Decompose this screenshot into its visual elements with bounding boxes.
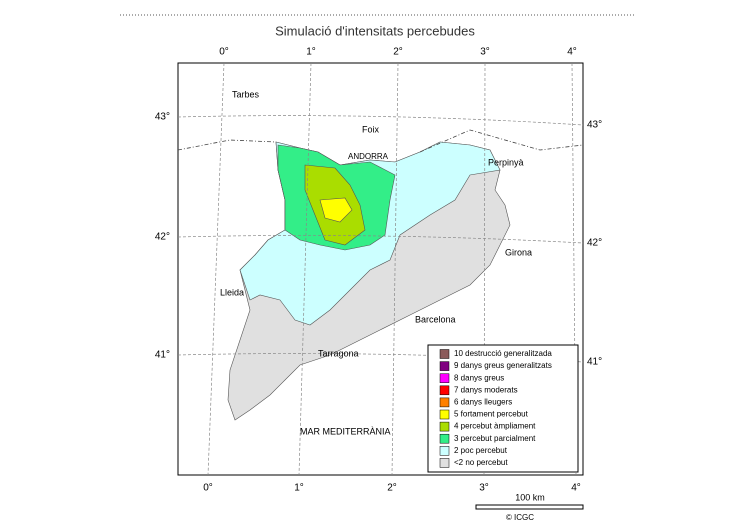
legend-swatch (439, 433, 450, 444)
legend-label: 3 percebut parcialment (454, 434, 536, 443)
place-label: Tarragona (318, 348, 359, 358)
legend (427, 344, 579, 473)
legend-swatch (439, 373, 450, 383)
axis-label: 43° (587, 120, 602, 131)
legend-swatch (439, 349, 450, 359)
legend-swatch (439, 409, 450, 420)
axis-label: 42° (155, 232, 170, 243)
place-label: Perpinyà (488, 157, 524, 167)
place-label: Foix (362, 124, 380, 134)
axis-label: 3° (480, 47, 490, 58)
legend-swatch (439, 446, 450, 456)
legend-label: <2 no percebut (454, 458, 508, 467)
legend-swatch (439, 421, 450, 432)
axis-label: 0° (219, 47, 229, 58)
legend-swatch (439, 385, 450, 396)
axis-label: 41° (587, 357, 602, 368)
axis-label: 1° (306, 47, 316, 58)
axis-label: 0° (203, 483, 213, 494)
graticule (177, 62, 584, 476)
places: Tarbes Foix ANDORRA Perpinyà Girona Lleida Bar… (220, 89, 532, 436)
axis-label: 2° (387, 483, 397, 494)
map-zones (227, 141, 511, 421)
axis-label: 3° (479, 483, 489, 494)
legend-label: 6 danys lleugers (454, 398, 512, 407)
scale-label: 100 km (515, 492, 545, 502)
axis-label: 1° (294, 483, 304, 494)
title: Simulació d'intensitats percebudes (275, 23, 475, 38)
axis-label: 2° (393, 47, 403, 58)
axis-label: 4° (571, 483, 581, 494)
axis-label: 43° (155, 112, 170, 123)
axis-label: 4° (567, 47, 577, 58)
legend-label: 9 danys greus generalitzats (454, 361, 552, 370)
legend-label: 2 poc percebut (454, 446, 508, 455)
credit: © ICGC (506, 513, 534, 522)
legend-swatch (439, 361, 450, 371)
place-label: ANDORRA (348, 152, 389, 161)
legend-label: 4 percebut àmpliament (454, 422, 536, 431)
legend-items: 10 destrucció generalitzada 9 danys greus… (439, 349, 552, 468)
place-label: Barcelona (415, 314, 456, 324)
intensity-zone (319, 197, 353, 223)
legend-label: 10 destrucció generalitzada (454, 349, 552, 358)
place-label: MAR MEDITERRÀNIA (300, 426, 391, 436)
place-label: Lleida (220, 287, 244, 297)
legend-swatch (439, 397, 450, 408)
legend-label: 7 danys moderats (454, 385, 518, 394)
place-label: Tarbes (232, 89, 260, 99)
axis-label: 42° (587, 238, 602, 249)
legend-label: 5 fortament percebut (454, 410, 529, 419)
legend-label: 8 danys greus (454, 373, 504, 382)
axis-label: 41° (155, 350, 170, 361)
scale-bar (475, 504, 584, 510)
legend-swatch (439, 458, 450, 468)
place-label: Girona (505, 247, 532, 257)
